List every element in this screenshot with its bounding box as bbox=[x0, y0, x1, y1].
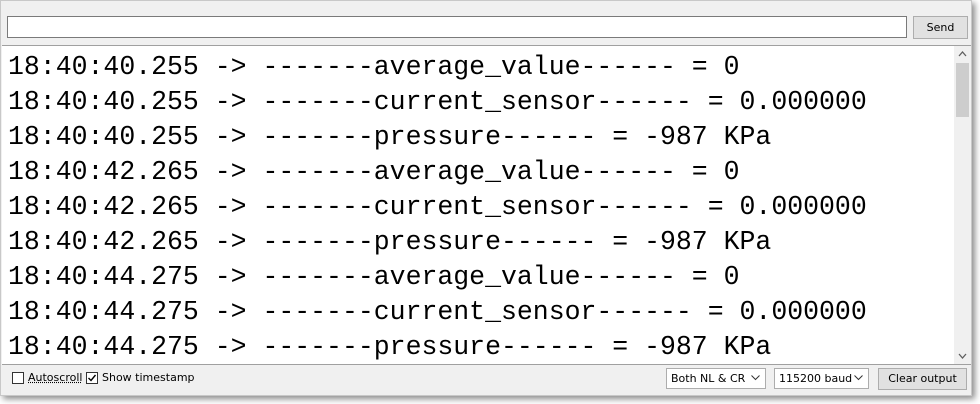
output-line: 18:40:40.255 -> -------pressure------ = … bbox=[8, 122, 772, 152]
output-line: 18:40:42.265 -> -------pressure------ = … bbox=[8, 227, 772, 257]
dropdown-arrow bbox=[854, 375, 863, 381]
output-line: 18:40:42.265 -> -------average_value----… bbox=[8, 157, 740, 187]
clear-output-button[interactable]: Clear output bbox=[878, 368, 967, 390]
message-input[interactable] bbox=[7, 16, 907, 38]
baud-value: 115200 baud bbox=[779, 372, 853, 385]
scrollbar[interactable] bbox=[954, 46, 971, 364]
output-area: 18:40:40.255 -> -------average_value----… bbox=[2, 45, 971, 365]
scrollbar-thumb[interactable] bbox=[956, 63, 969, 117]
serial-monitor-window: Send 18:40:40.255 -> -------average_valu… bbox=[0, 0, 972, 396]
output-line: 18:40:44.275 -> -------pressure------ = … bbox=[8, 332, 772, 362]
dropdown-arrow bbox=[751, 375, 760, 381]
output-line: 18:40:44.275 -> -------average_value----… bbox=[8, 262, 740, 292]
scrollbar-arrows bbox=[958, 51, 967, 359]
output-line: 18:40:44.275 -> -------current_sensor---… bbox=[8, 297, 867, 327]
timestamp-checkbox[interactable] bbox=[86, 372, 98, 384]
timestamp-label[interactable]: Show timestamp bbox=[102, 371, 195, 384]
line-ending-value: Both NL & CR bbox=[671, 372, 746, 385]
baud-select[interactable]: 115200 baud bbox=[774, 368, 869, 389]
autoscroll-label[interactable]: Autoscroll bbox=[28, 371, 83, 384]
output-line: 18:40:40.255 -> -------average_value----… bbox=[8, 52, 740, 82]
autoscroll-checkbox[interactable] bbox=[12, 372, 24, 384]
output-line: 18:40:40.255 -> -------current_sensor---… bbox=[8, 87, 867, 117]
send-button[interactable]: Send bbox=[913, 16, 968, 39]
check-mark bbox=[88, 374, 97, 382]
output-line: 18:40:42.265 -> -------current_sensor---… bbox=[8, 192, 867, 222]
line-ending-select[interactable]: Both NL & CR bbox=[666, 368, 766, 389]
